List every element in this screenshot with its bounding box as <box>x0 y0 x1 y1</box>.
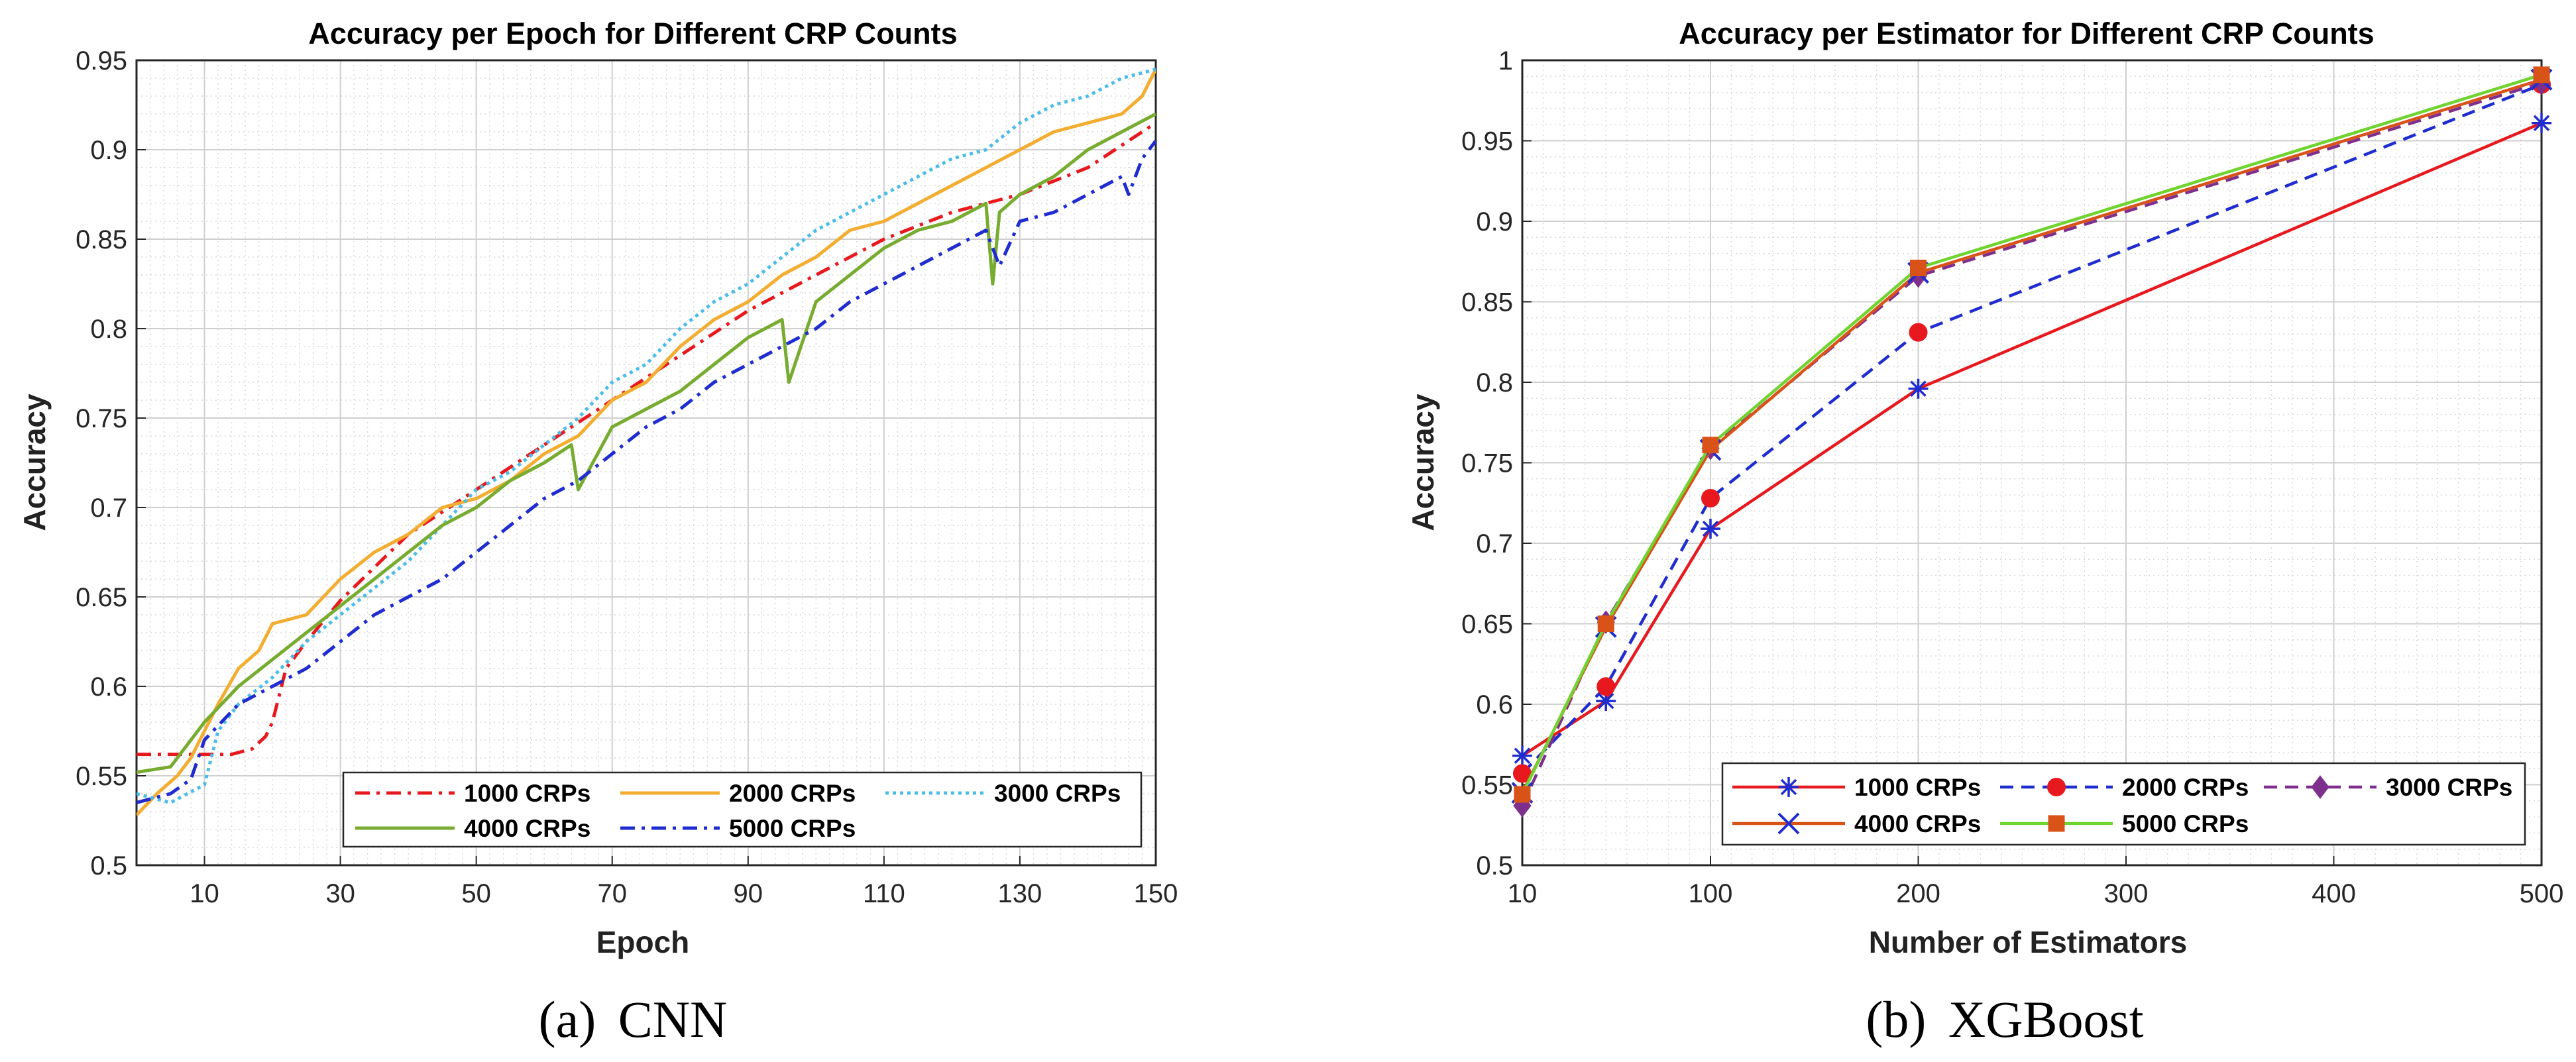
y-tick-label: 0.7 <box>1476 529 1513 558</box>
data-point-marker <box>1596 691 1616 712</box>
chart-a-title: Accuracy per Epoch for Different CRP Cou… <box>308 17 957 50</box>
data-point-marker <box>1908 378 1929 399</box>
series-line-2000-crps <box>137 68 1156 817</box>
chart-a-legend: 1000 CRPs 2000 CRPs 3000 CRPs 4000 CRPs 5000… <box>342 771 1143 848</box>
chart-b-caption-text: XGBoost <box>1948 990 2144 1048</box>
data-point-marker <box>1597 615 1614 632</box>
y-tick-label: 0.95 <box>76 46 127 76</box>
legend-label: 4000 CRPs <box>464 815 590 842</box>
chart-a-caption-label: (a) <box>539 990 596 1048</box>
series-line-1000-crps <box>1522 121 2542 757</box>
y-tick-label: 0.65 <box>1461 610 1513 639</box>
y-tick-label: 0.6 <box>90 672 127 702</box>
x-tick-label: 500 <box>2520 879 2564 908</box>
x-tick-label: 70 <box>597 879 627 908</box>
legend-marker <box>1777 812 1800 835</box>
svg-text:(a) CNN: (a) CNN <box>539 990 728 1048</box>
x-tick-label: 30 <box>325 879 355 908</box>
legend-label: 3000 CRPs <box>994 780 1121 807</box>
y-tick-label: 0.85 <box>1461 288 1513 317</box>
data-point-marker <box>2532 113 2551 133</box>
y-tick-label: 0.9 <box>1476 207 1513 237</box>
x-tick-label: 300 <box>2104 879 2149 908</box>
x-tick-label: 130 <box>998 879 1042 908</box>
legend-box <box>342 771 1143 848</box>
legend-marker <box>1779 777 1799 797</box>
chart-a-xlabel: Epoch <box>596 925 690 959</box>
y-tick-label: 0.55 <box>1461 771 1513 800</box>
y-tick-label: 0.8 <box>90 315 127 344</box>
x-tick-label: 10 <box>190 879 219 908</box>
x-tick-label: 90 <box>734 879 763 908</box>
chart-b-caption: (b) XGBoost <box>1866 990 2143 1048</box>
y-tick-label: 0.8 <box>1476 368 1513 398</box>
chart-b-legend: 1000 CRPs 2000 CRPs 3000 CRPs 4000 CRPs 5000… <box>1721 762 2526 846</box>
series-line-3000-crps <box>137 68 1156 804</box>
y-tick-label: 0.95 <box>1461 127 1513 156</box>
x-tick-label: 110 <box>863 879 905 908</box>
legend-label: 4000 CRPs <box>1854 810 1981 837</box>
legend-label: 1000 CRPs <box>464 780 590 807</box>
data-point-marker <box>1910 259 1927 276</box>
x-tick-label: 10 <box>1508 879 1538 908</box>
x-tick-label: 150 <box>1134 879 1178 908</box>
series-line-3000-crps <box>1522 81 2542 807</box>
series-line-4000-crps <box>1522 78 2542 794</box>
x-tick-label: 50 <box>461 879 491 908</box>
legend-label: 5000 CRPs <box>729 815 856 842</box>
x-tick-label: 100 <box>1689 879 1733 908</box>
data-point-marker <box>1596 677 1616 696</box>
chart-b-caption-label: (b) <box>1866 990 1926 1048</box>
data-point-marker <box>1702 437 1719 454</box>
svg-text:(b) XGBoost: (b) XGBoost <box>1866 990 2143 1048</box>
legend-label: 2000 CRPs <box>729 780 856 807</box>
data-point-marker <box>1514 786 1531 803</box>
y-tick-label: 0.6 <box>1476 690 1513 719</box>
legend-marker <box>2311 775 2329 799</box>
data-point-marker <box>1512 745 1532 766</box>
y-tick-label: 0.65 <box>76 583 127 612</box>
legend-marker <box>2048 815 2065 832</box>
chart-a-frame <box>135 59 1157 867</box>
chart-xgboost: Accuracy per Estimator for Different CRP… <box>1406 17 2563 1048</box>
y-tick-label: 0.7 <box>90 494 127 523</box>
series-line-5000-crps <box>1522 73 2542 796</box>
chart-b-xlabel: Number of Estimators <box>1869 925 2188 959</box>
y-tick-label: 0.9 <box>90 136 127 165</box>
y-tick-label: 0.75 <box>1461 449 1513 478</box>
legend-label: 2000 CRPs <box>2122 774 2249 801</box>
series-line-4000-crps <box>137 112 1156 774</box>
x-tick-label: 200 <box>1896 879 1940 908</box>
chart-b-ylabel: Accuracy <box>1406 394 1440 531</box>
chart-a-caption: (a) CNN <box>539 990 728 1048</box>
legend-label: 3000 CRPs <box>2386 774 2512 801</box>
chart-cnn: Accuracy per Epoch for Different CRP Cou… <box>17 17 1178 1048</box>
x-tick-label: 400 <box>2312 879 2356 908</box>
chart-a-ylabel: Accuracy <box>17 394 52 531</box>
y-tick-label: 0.85 <box>76 225 127 254</box>
legend-box <box>1721 762 2526 846</box>
data-point-marker <box>1701 488 1720 507</box>
series-line-1000-crps <box>137 121 1156 757</box>
y-tick-label: 1 <box>1498 46 1513 76</box>
y-tick-label: 0.55 <box>76 762 127 791</box>
legend-label: 5000 CRPs <box>2122 810 2249 837</box>
chart-b-title: Accuracy per Estimator for Different CRP… <box>1679 17 2374 50</box>
legend-marker <box>2047 778 2066 796</box>
legend-label: 1000 CRPs <box>1854 774 1981 801</box>
y-tick-label: 0.75 <box>76 404 127 433</box>
series-line-5000-crps <box>137 139 1156 804</box>
data-point-marker <box>1701 519 1720 539</box>
y-tick-label: 0.5 <box>90 851 127 880</box>
data-point-marker <box>2533 66 2550 83</box>
chart-a-caption-text: CNN <box>618 990 728 1048</box>
y-tick-label: 0.5 <box>1476 851 1513 880</box>
data-point-marker <box>1909 323 1928 342</box>
